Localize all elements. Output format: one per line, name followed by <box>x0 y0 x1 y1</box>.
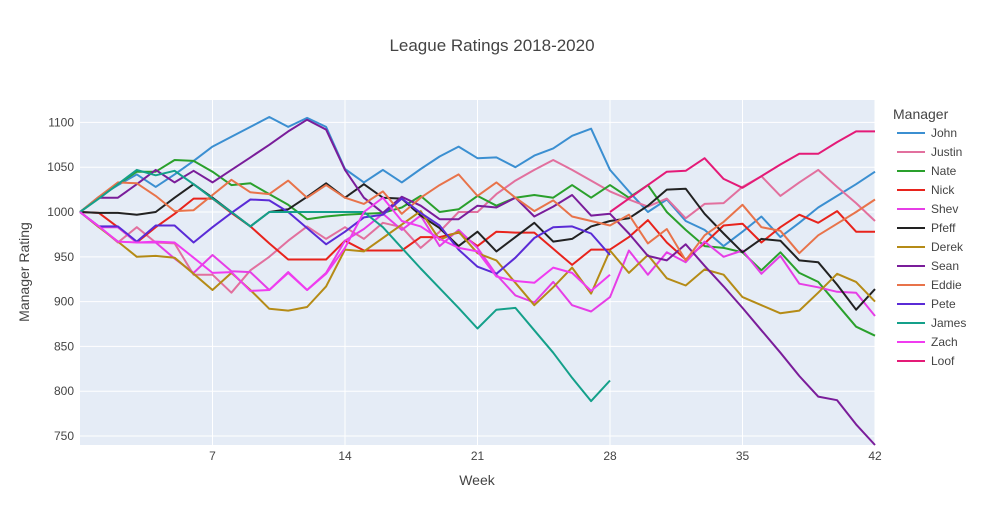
series-line-eddie[interactable] <box>79 173 876 262</box>
legend-label-james[interactable]: James <box>931 316 966 330</box>
y-tick-label: 800 <box>54 384 74 398</box>
y-tick-label: 1000 <box>47 205 74 219</box>
series-line-zach[interactable] <box>79 196 611 292</box>
x-tick-label: 42 <box>868 449 882 463</box>
x-tick-label: 21 <box>471 449 485 463</box>
legend-label-nick[interactable]: Nick <box>931 183 955 197</box>
legend-label-justin[interactable]: Justin <box>931 145 962 159</box>
legend-label-sean[interactable]: Sean <box>931 259 959 273</box>
series-line-derek[interactable] <box>79 210 876 315</box>
x-tick-label: 35 <box>736 449 750 463</box>
legend: Manager John Justin Nate Nick Shev Pfeff Derek… <box>893 106 966 368</box>
series-line-shev[interactable] <box>79 211 876 317</box>
y-tick-label: 1100 <box>48 115 74 129</box>
y-tick-label: 1050 <box>47 160 74 174</box>
gridlines <box>80 100 876 445</box>
legend-label-pfeff[interactable]: Pfeff <box>931 221 956 235</box>
chart-title: League Ratings 2018-2020 <box>389 36 594 55</box>
axis-ticks: 750 800 850 900 950 1000 1050 1100 7 14 21 28 35 42 <box>47 115 882 463</box>
x-axis-title: Week <box>459 472 496 488</box>
series-line-john[interactable] <box>79 116 876 248</box>
y-tick-label: 750 <box>54 429 74 443</box>
x-tick-label: 28 <box>603 449 617 463</box>
y-tick-label: 900 <box>54 295 74 309</box>
y-axis-title: Manager Rating <box>16 222 32 322</box>
series-line-pete[interactable] <box>79 197 611 275</box>
legend-label-zach[interactable]: Zach <box>931 335 958 349</box>
legend-title: Manager <box>893 106 949 122</box>
legend-label-derek[interactable]: Derek <box>931 240 964 254</box>
x-tick-label: 14 <box>338 449 352 463</box>
x-tick-label: 7 <box>209 449 216 463</box>
legend-label-shev[interactable]: Shev <box>931 202 958 216</box>
series-lines <box>79 116 876 446</box>
y-tick-label: 850 <box>54 339 74 353</box>
y-tick-label: 950 <box>54 250 74 264</box>
legend-label-loof[interactable]: Loof <box>931 354 955 368</box>
legend-label-nate[interactable]: Nate <box>931 164 957 178</box>
series-line-james[interactable] <box>79 168 611 403</box>
series-line-loof[interactable] <box>609 130 875 213</box>
legend-label-pete[interactable]: Pete <box>931 297 956 311</box>
legend-label-eddie[interactable]: Eddie <box>931 278 962 292</box>
legend-label-john[interactable]: John <box>931 126 957 140</box>
series-line-sean[interactable] <box>79 118 876 446</box>
